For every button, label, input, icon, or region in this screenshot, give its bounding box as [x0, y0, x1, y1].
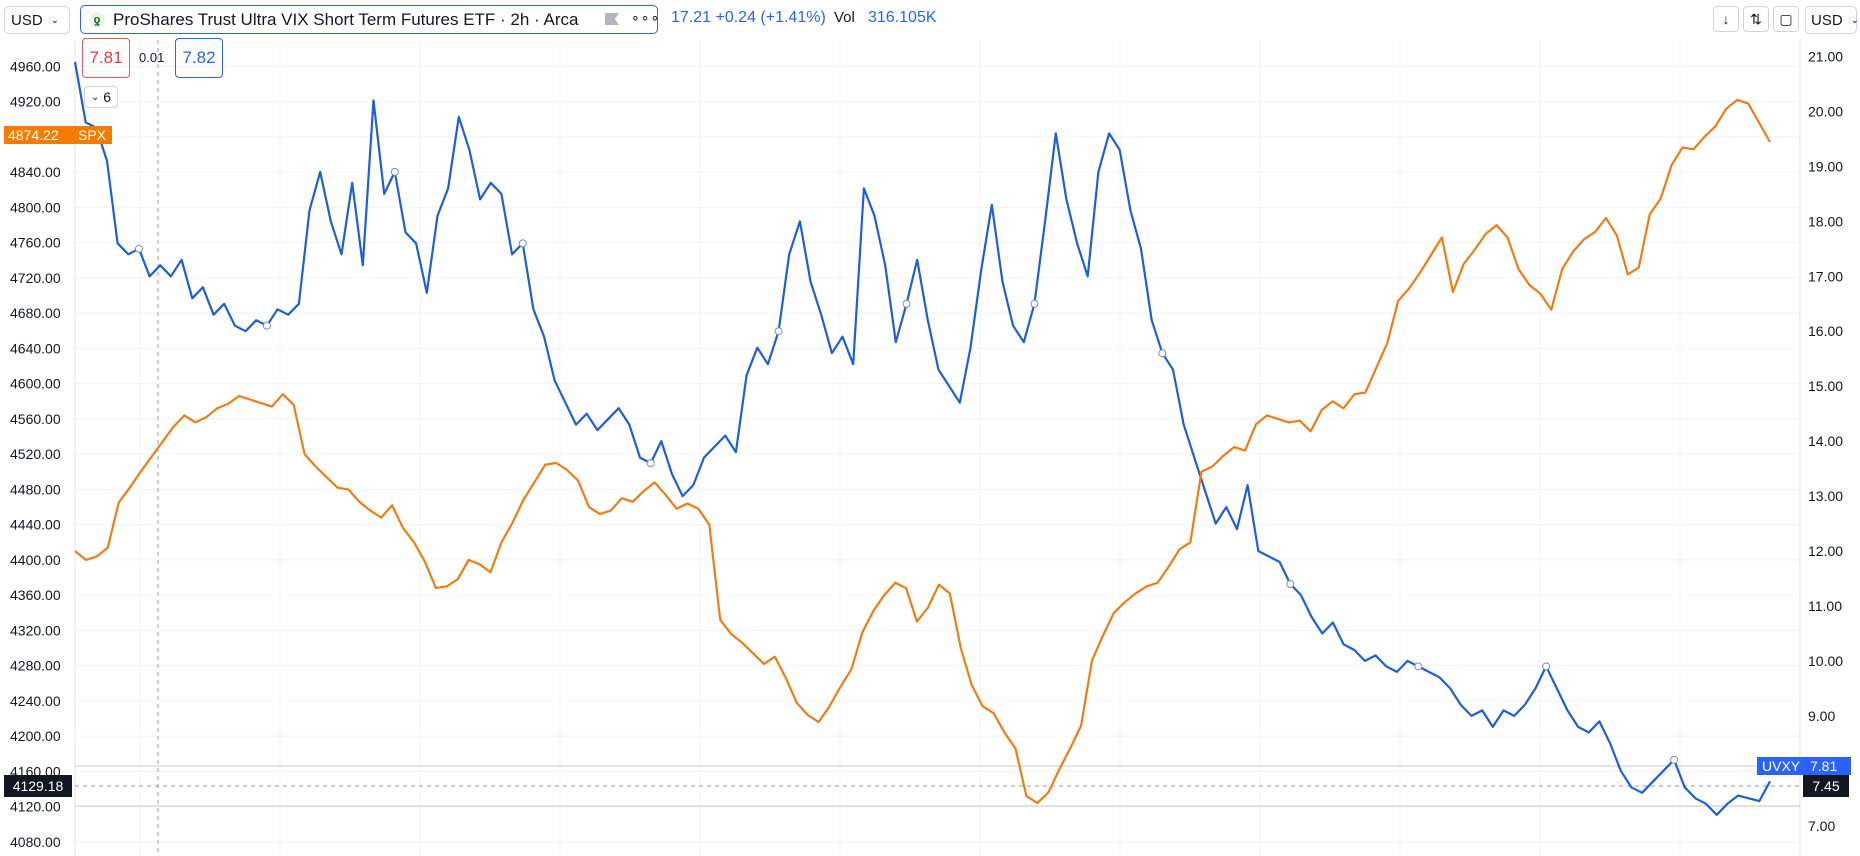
chevron-down-icon: ⌄ — [90, 91, 100, 103]
event-marker[interactable] — [518, 239, 527, 248]
left-tick-label: 4720.00 — [10, 270, 61, 286]
spx-price: 4874.22 — [8, 127, 59, 143]
left-tick-label: 4240.00 — [10, 693, 61, 709]
uvxy-name: UVXY — [1762, 758, 1801, 774]
event-marker[interactable] — [134, 244, 143, 253]
symbol-title: ProShares Trust Ultra VIX Short Term Fut… — [113, 9, 579, 29]
left-price-axis: 4960.004920.004880.004840.004800.004760.… — [10, 58, 61, 849]
more-options-icon[interactable]: ∘∘∘ — [631, 9, 661, 25]
right-tick-label: 20.00 — [1808, 103, 1843, 119]
flag-icon[interactable] — [605, 13, 619, 25]
left-tick-label: 4080.00 — [10, 834, 61, 850]
right-tick-label: 10.00 — [1808, 653, 1843, 669]
left-tick-label: 4480.00 — [10, 481, 61, 497]
left-tick-label: 4920.00 — [10, 94, 61, 110]
right-price-axis: 21.00 20.00 19.00 18.00 17.00 16.00 15.00 14.00… — [1808, 48, 1843, 833]
left-tick-label: 4600.00 — [10, 376, 61, 392]
right-tick-label: 19.00 — [1808, 158, 1843, 174]
left-tick-label: 4760.00 — [10, 235, 61, 251]
event-marker[interactable] — [646, 459, 655, 468]
left-tick-label: 4800.00 — [10, 199, 61, 215]
last-price-change: 17.21 +0.24 (+1.41%) — [671, 9, 826, 26]
left-tick-label: 4840.00 — [10, 164, 61, 180]
left-tick-label: 4640.00 — [10, 340, 61, 356]
bid-price-button[interactable]: 7.81 — [82, 38, 130, 78]
left-tick-label: 4400.00 — [10, 552, 61, 568]
event-marker[interactable] — [902, 299, 911, 308]
left-tick-label: 4200.00 — [10, 728, 61, 744]
left-tick-label: 4680.00 — [10, 305, 61, 321]
series-line-spx — [74, 98, 1771, 805]
event-marker[interactable] — [1158, 349, 1167, 358]
left-tick-label: 4560.00 — [10, 411, 61, 427]
currency-selector-left[interactable]: USD ⌄ — [4, 6, 70, 34]
left-tick-label: 4360.00 — [10, 587, 61, 603]
event-marker[interactable] — [262, 321, 271, 330]
right-tick-label: 12.00 — [1808, 543, 1843, 559]
right-tick-label: 21.00 — [1808, 48, 1843, 64]
right-tick-label: 18.00 — [1808, 213, 1843, 229]
left-tick-label: 4120.00 — [10, 799, 61, 815]
left-tick-label: 4440.00 — [10, 517, 61, 533]
left-tick-label: 4320.00 — [10, 622, 61, 638]
right-tick-label: 16.00 — [1808, 323, 1843, 339]
event-marker[interactable] — [390, 167, 399, 176]
spx-name: SPX — [78, 127, 107, 143]
event-marker[interactable] — [1670, 755, 1679, 764]
right-tick-label: 11.00 — [1808, 598, 1842, 614]
left-crosshair-label: 4129.18 — [4, 775, 72, 797]
arrow-down-icon[interactable]: ↓ — [1713, 6, 1739, 32]
spread-value: 0.01 — [139, 50, 165, 65]
uvxy-price-tag: UVXY 7.81 — [1757, 757, 1851, 775]
volume-label: Vol — [834, 9, 855, 26]
top-toolbar: USD ⌄ ƍ ProShares Trust Ultra VIX Short T… — [0, 0, 1860, 40]
event-marker[interactable] — [1286, 580, 1295, 588]
currency-selector-right[interactable]: USD ⌄ — [1805, 6, 1860, 34]
left-tick-label: 4960.00 — [10, 58, 61, 74]
event-marker[interactable] — [1542, 662, 1551, 671]
event-marker[interactable] — [1030, 299, 1039, 308]
volume-value: 316.105K — [868, 9, 937, 26]
left-tick-label: 4520.00 — [10, 446, 61, 462]
collapse-toggle[interactable]: ⌄ 6 — [84, 86, 118, 108]
proshares-logo-icon: ƍ — [89, 11, 105, 28]
right-tick-label: 13.00 — [1808, 488, 1843, 504]
chart-grid — [75, 40, 1800, 856]
series-layer — [73, 61, 1771, 816]
right-tick-label: 9.00 — [1808, 708, 1835, 724]
left-tick-label: 4280.00 — [10, 658, 61, 674]
right-tick-label: 14.00 — [1808, 433, 1843, 449]
right-tick-label: 15.00 — [1808, 378, 1843, 394]
right-tick-label: 7.00 — [1808, 818, 1835, 834]
chevron-down-icon: ⌄ — [1850, 14, 1860, 26]
event-marker[interactable] — [1414, 662, 1423, 671]
uvxy-price: 7.81 — [1810, 758, 1838, 774]
collapse-count: 6 — [103, 89, 112, 105]
right-crosshair-label: 7.45 — [1803, 775, 1849, 797]
spx-price-tag: 4874.22 SPX — [4, 126, 112, 144]
ask-price-button[interactable]: 7.82 — [175, 38, 223, 78]
symbol-search-box[interactable]: ƍ ProShares Trust Ultra VIX Short Term F… — [80, 5, 661, 34]
series-line-uvxy — [73, 61, 1771, 816]
currency-right-label: USD — [1811, 11, 1843, 29]
collapse-arrows-icon[interactable]: ⇅ — [1743, 6, 1769, 32]
right-tick-label: 17.00 — [1808, 268, 1843, 284]
chevron-down-icon: ⌄ — [50, 14, 60, 26]
event-marker[interactable] — [774, 327, 783, 336]
maximize-icon[interactable]: ▢ — [1773, 6, 1799, 32]
currency-left-label: USD — [11, 11, 43, 29]
